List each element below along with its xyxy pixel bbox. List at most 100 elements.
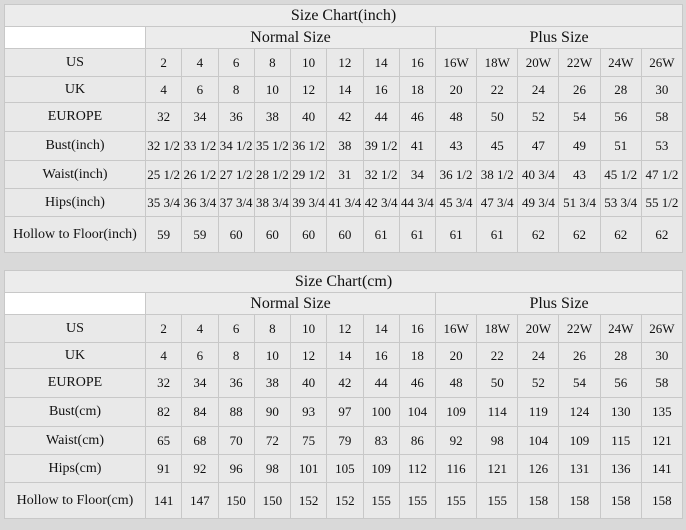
plus-size-header: Plus Size <box>434 292 684 315</box>
size-cell: 26 <box>558 342 601 369</box>
size-cell: 79 <box>326 426 364 455</box>
size-cell: 158 <box>640 482 684 519</box>
size-cell: 45 3/4 <box>434 188 478 217</box>
size-cell: 84 <box>181 397 219 427</box>
size-cell: 45 <box>476 131 519 161</box>
size-cell: 35 3/4 <box>144 188 183 217</box>
table-row: Waist(inch) 25 1/2 26 1/2 27 1/2 28 1/2 29 1/… <box>4 160 684 189</box>
size-cell: 49 <box>558 131 601 161</box>
size-cell: 83 <box>362 426 400 455</box>
normal-size-header: Normal Size <box>145 26 436 49</box>
size-cell: 53 <box>640 131 684 161</box>
size-cell: 147 <box>181 482 219 519</box>
size-cell: 22W <box>558 48 601 77</box>
size-cell: 65 <box>144 426 183 455</box>
size-cell: 4 <box>181 314 219 343</box>
row-label: US <box>4 48 146 77</box>
size-cell: 105 <box>326 454 364 483</box>
size-cell: 121 <box>640 426 684 455</box>
size-cell: 60 <box>253 216 292 253</box>
size-cell: 24 <box>517 76 560 103</box>
size-cell: 47 3/4 <box>476 188 519 217</box>
size-cell: 31 <box>326 160 364 189</box>
size-cell: 26 <box>558 76 601 103</box>
size-cell: 20W <box>517 48 560 77</box>
size-cell: 27 1/2 <box>217 160 255 189</box>
size-cell: 109 <box>362 454 400 483</box>
size-cell: 54 <box>558 102 601 132</box>
size-cell: 61 <box>362 216 400 253</box>
size-cell: 28 <box>599 76 642 103</box>
row-label: Waist(cm) <box>4 426 146 455</box>
size-cell: 86 <box>398 426 437 455</box>
corner-cell <box>4 26 146 49</box>
size-cell: 6 <box>181 76 219 103</box>
size-cell: 59 <box>144 216 183 253</box>
row-label: EUROPE <box>4 102 146 132</box>
size-cell: 33 1/2 <box>181 131 219 161</box>
size-cell: 44 <box>362 102 400 132</box>
size-cell: 22W <box>558 314 601 343</box>
size-cell: 14 <box>326 76 364 103</box>
size-cell: 58 <box>640 368 684 398</box>
size-cell: 34 <box>181 102 219 132</box>
size-cell: 46 <box>398 102 437 132</box>
size-cell: 62 <box>640 216 684 253</box>
row-label: EUROPE <box>4 368 146 398</box>
size-cell: 16 <box>362 76 400 103</box>
chart-title: Size Chart(inch) <box>3 4 684 27</box>
size-cell: 36 3/4 <box>181 188 219 217</box>
size-cell: 40 3/4 <box>517 160 560 189</box>
size-cell: 16 <box>398 314 437 343</box>
size-cell: 14 <box>362 314 400 343</box>
size-cell: 32 1/2 <box>362 160 400 189</box>
size-cell: 38 <box>326 131 364 161</box>
size-cell: 130 <box>599 397 642 427</box>
row-label: UK <box>4 76 146 103</box>
size-cell: 54 <box>558 368 601 398</box>
size-cell: 56 <box>599 368 642 398</box>
row-label: Hips(cm) <box>4 454 146 483</box>
size-cell: 44 3/4 <box>398 188 437 217</box>
size-cell: 42 3/4 <box>362 188 400 217</box>
size-cell: 4 <box>144 76 183 103</box>
size-cell: 40 <box>289 368 328 398</box>
size-cell: 109 <box>558 426 601 455</box>
size-cell: 91 <box>144 454 183 483</box>
size-cell: 26W <box>640 314 684 343</box>
corner-cell <box>4 292 146 315</box>
size-cell: 121 <box>476 454 519 483</box>
size-cell: 28 1/2 <box>253 160 292 189</box>
size-cell: 92 <box>181 454 219 483</box>
size-cell: 34 <box>398 160 437 189</box>
size-cell: 50 <box>476 368 519 398</box>
size-cell: 141 <box>640 454 684 483</box>
size-cell: 24W <box>599 314 642 343</box>
size-cell: 6 <box>181 342 219 369</box>
size-cell: 28 <box>599 342 642 369</box>
table-row: Hollow to Floor(inch) 59 59 60 60 60 60 61 61 61 6… <box>4 216 684 253</box>
table-row: US 2 4 6 8 10 12 14 16 16W 18W 20W 22W 24W 26W <box>4 314 684 343</box>
size-cell: 150 <box>217 482 255 519</box>
table-row: Bust(inch) 32 1/2 33 1/2 34 1/2 35 1/2 36 1/2… <box>4 131 684 161</box>
size-chart-inch: Size Chart(inch) Normal Size Plus Size US 2 4… <box>3 4 684 253</box>
size-cell: 32 1/2 <box>144 131 183 161</box>
size-cell: 12 <box>289 76 328 103</box>
row-label: UK <box>4 342 146 369</box>
size-cell: 36 1/2 <box>289 131 328 161</box>
size-cell: 8 <box>217 76 255 103</box>
size-cell: 131 <box>558 454 601 483</box>
size-cell: 141 <box>144 482 183 519</box>
size-cell: 42 <box>326 368 364 398</box>
size-cell: 55 1/2 <box>640 188 684 217</box>
size-cell: 53 3/4 <box>599 188 642 217</box>
size-cell: 98 <box>253 454 292 483</box>
size-cell: 72 <box>253 426 292 455</box>
size-cell: 8 <box>253 314 292 343</box>
table-row: UK 4 6 8 10 12 14 16 18 20 22 24 26 28 30 <box>4 76 684 103</box>
size-cell: 49 3/4 <box>517 188 560 217</box>
size-table: Size Chart(cm) Normal Size Plus Size US 2 4 6 8… <box>3 270 684 519</box>
size-cell: 18W <box>476 314 519 343</box>
size-cell: 42 <box>326 102 364 132</box>
size-cell: 43 <box>434 131 478 161</box>
